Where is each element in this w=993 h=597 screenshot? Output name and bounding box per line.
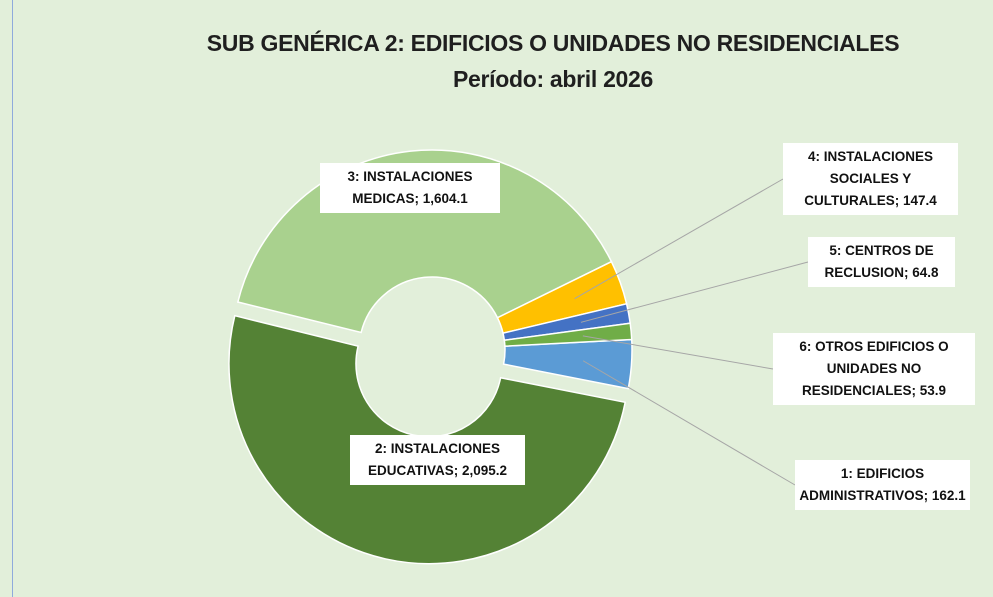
chart-title: SUB GENÉRICA 2: EDIFICIOS O UNIDADES NO …	[206, 30, 900, 56]
data-label: 3: INSTALACIONES MEDICAS; 1,604.1	[320, 163, 500, 213]
label-separator: ;	[414, 191, 419, 206]
leader-line	[580, 261, 809, 323]
label-separator: ;	[903, 265, 909, 280]
label-category: 6: OTROS EDIFICIOS O UNIDADES NO RESIDEN…	[799, 339, 949, 398]
data-label: 6: OTROS EDIFICIOS O UNIDADES NO RESIDEN…	[773, 333, 975, 405]
label-value: 64.8	[912, 265, 939, 280]
leader-line	[574, 178, 784, 300]
chart-subtitle: Período: abril 2026	[452, 66, 654, 92]
data-label: 2: INSTALACIONES EDUCATIVAS; 2,095.2	[350, 435, 525, 485]
label-separator: ;	[453, 463, 459, 478]
label-separator: ;	[911, 383, 916, 398]
leader-line	[582, 360, 796, 486]
label-value: 1,604.1	[422, 191, 468, 206]
label-value: 2,095.2	[461, 463, 508, 478]
label-category: 4: INSTALACIONES SOCIALES Y CULTURALES	[804, 149, 933, 208]
leader-line	[582, 335, 774, 370]
label-separator: ;	[894, 193, 900, 208]
label-category: 3: INSTALACIONES MEDICAS	[347, 169, 473, 206]
label-value: 147.4	[902, 193, 937, 208]
label-category: 2: INSTALACIONES EDUCATIVAS	[367, 441, 500, 478]
donut-slice	[503, 322, 633, 347]
donut-slice	[502, 338, 633, 390]
label-separator: ;	[923, 488, 929, 503]
data-label: 4: INSTALACIONES SOCIALES Y CULTURALES; …	[783, 143, 958, 215]
label-category: 5: CENTROS DE RECLUSION	[824, 243, 934, 280]
label-category: 1: EDIFICIOS ADMINISTRATIVOS	[799, 466, 925, 503]
data-label: 1: EDIFICIOS ADMINISTRATIVOS; 162.1	[795, 460, 970, 510]
data-label: 5: CENTROS DE RECLUSION; 64.8	[808, 237, 955, 287]
label-value: 53.9	[919, 383, 947, 398]
label-value: 162.1	[931, 488, 966, 503]
